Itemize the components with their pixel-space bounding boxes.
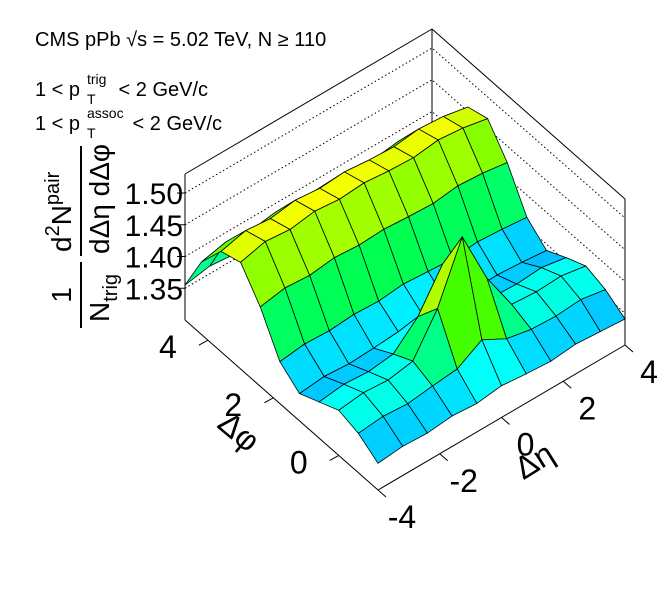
y-tick — [329, 454, 339, 461]
x-tick — [439, 453, 449, 462]
y-axis — [184, 319, 379, 491]
x-tick-label: 4 — [640, 354, 658, 390]
annotation-part: T — [87, 91, 96, 107]
surface-cell — [357, 415, 404, 464]
x-tick-label: -2 — [450, 463, 478, 499]
y-tick-label: 2 — [224, 387, 242, 423]
z-axis-label: 1 Ntrig d2Npair dΔη dΔφ — [42, 144, 122, 328]
y-tick — [264, 397, 274, 404]
annotation-part: < 2 GeV/c — [127, 113, 222, 135]
box-edge — [184, 28, 433, 175]
z-label-part: d2Npair — [42, 171, 77, 252]
y-tick-label: 4 — [159, 329, 177, 365]
z-label-part: 2 — [42, 225, 64, 236]
chart-title: CMS pPb √s = 5.02 TeV, N ≥ 110 — [35, 29, 326, 51]
y-tick-label: 0 — [290, 444, 308, 480]
annotation-part: 1 < p — [35, 79, 80, 101]
annotation: 1 < p Tassoc < 2 GeV/c — [35, 105, 222, 141]
z-tick-label: 1.50 — [125, 178, 183, 211]
x-tick — [377, 489, 387, 498]
x-tick — [501, 417, 510, 425]
x-tick-label: -4 — [388, 499, 416, 535]
z-label-part: pair — [42, 171, 64, 205]
z-tick-label: 1.40 — [125, 242, 183, 275]
z-label-part: d — [46, 236, 77, 252]
annotation-part: assoc — [87, 105, 124, 121]
z-label-part: trig — [100, 274, 122, 302]
x-tick-label: 2 — [578, 390, 596, 426]
x-tick — [624, 344, 634, 353]
z-label-part: N — [46, 205, 77, 225]
annotation-part: 1 < p — [35, 113, 80, 135]
x-tick-label: 0 — [517, 427, 535, 463]
z-label-part: 1 — [46, 287, 77, 303]
annotation: 1 < p Ttrig < 2 GeV/c — [35, 71, 208, 107]
annotation-part: trig — [87, 71, 106, 87]
box-edge — [431, 28, 626, 200]
z-tick-label: 1.45 — [125, 210, 183, 243]
y-tick — [198, 339, 209, 346]
x-tick — [562, 380, 572, 389]
z-tick-label: 1.35 — [125, 273, 183, 306]
z-label-part: N — [84, 302, 115, 322]
annotation-part: < 2 GeV/c — [113, 79, 208, 101]
z-label-part: dΔη dΔφ — [84, 144, 115, 254]
annotation-part: T — [87, 125, 96, 141]
z-label-part: Ntrig — [84, 274, 122, 322]
